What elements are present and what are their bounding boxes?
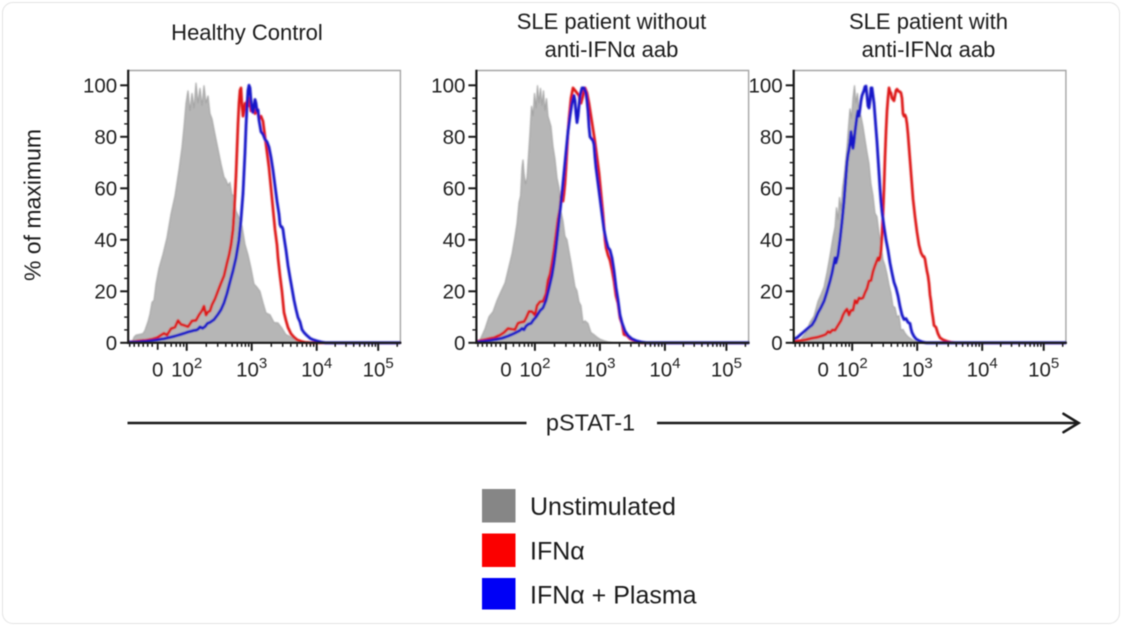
- svg-text:102: 102: [837, 355, 868, 382]
- svg-text:80: 80: [443, 126, 466, 149]
- svg-text:60: 60: [94, 178, 117, 201]
- svg-text:60: 60: [760, 178, 783, 201]
- svg-text:104: 104: [649, 355, 680, 382]
- svg-text:Unstimulated: Unstimulated: [530, 493, 676, 521]
- svg-text:103: 103: [902, 355, 933, 382]
- svg-text:105: 105: [363, 355, 394, 382]
- svg-text:100: 100: [431, 75, 465, 98]
- svg-text:103: 103: [584, 355, 615, 382]
- svg-text:40: 40: [760, 229, 783, 252]
- svg-text:20: 20: [443, 281, 466, 304]
- svg-text:100: 100: [83, 75, 117, 98]
- svg-text:105: 105: [711, 355, 742, 382]
- svg-text:103: 103: [236, 355, 267, 382]
- svg-text:20: 20: [760, 281, 783, 304]
- svg-text:60: 60: [443, 178, 466, 201]
- svg-text:105: 105: [1028, 355, 1059, 382]
- svg-text:IFNα: IFNα: [530, 538, 585, 566]
- svg-text:20: 20: [94, 281, 117, 304]
- svg-text:0: 0: [454, 332, 465, 355]
- svg-text:80: 80: [760, 126, 783, 149]
- svg-text:102: 102: [171, 355, 202, 382]
- svg-text:100: 100: [748, 75, 782, 98]
- svg-text:0: 0: [500, 358, 511, 381]
- svg-text:0: 0: [152, 358, 163, 381]
- svg-text:40: 40: [94, 229, 117, 252]
- svg-text:IFNα + Plasma: IFNα + Plasma: [530, 582, 697, 610]
- svg-text:104: 104: [967, 355, 998, 382]
- svg-text:40: 40: [443, 229, 466, 252]
- svg-text:102: 102: [519, 355, 550, 382]
- svg-text:0: 0: [771, 332, 782, 355]
- svg-text:80: 80: [94, 126, 117, 149]
- svg-text:pSTAT-1: pSTAT-1: [546, 410, 635, 436]
- svg-text:104: 104: [301, 355, 332, 382]
- svg-text:0: 0: [817, 358, 828, 381]
- svg-text:0: 0: [106, 332, 117, 355]
